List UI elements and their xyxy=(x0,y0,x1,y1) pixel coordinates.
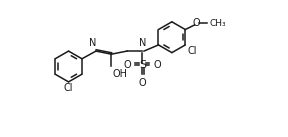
Text: O: O xyxy=(153,60,161,70)
Text: O: O xyxy=(192,18,200,28)
Text: CH₃: CH₃ xyxy=(209,19,226,28)
Text: O: O xyxy=(124,60,132,70)
Text: Cl: Cl xyxy=(187,46,197,56)
Text: O: O xyxy=(139,78,146,88)
Text: N: N xyxy=(139,38,146,48)
Text: OH: OH xyxy=(112,69,127,79)
Text: Cl: Cl xyxy=(64,83,73,93)
Text: N: N xyxy=(89,38,96,48)
Text: S: S xyxy=(139,60,146,70)
